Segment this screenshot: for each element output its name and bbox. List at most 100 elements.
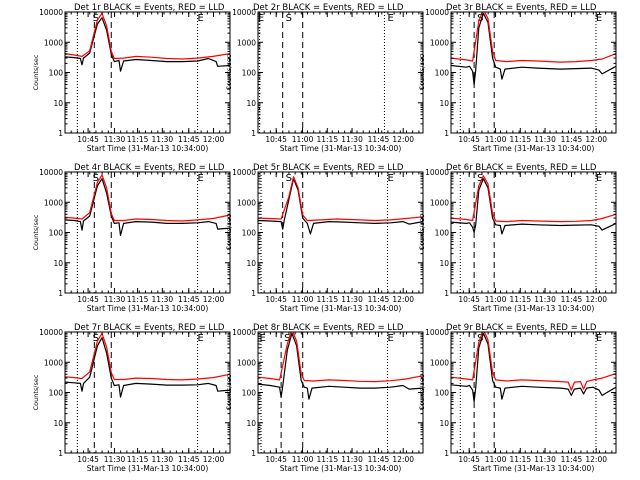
x-tick-label: 11:30 xyxy=(341,455,363,464)
x-tick-label: 11:00 xyxy=(292,455,314,464)
marker-label: S xyxy=(93,333,99,344)
y-tick-label: 10000 xyxy=(232,168,256,177)
series-events-line xyxy=(65,337,230,398)
x-axis-label: Start Time (31-Mar-13 10:34:00) xyxy=(87,304,209,313)
marker-label: S xyxy=(93,13,99,24)
series-events-line xyxy=(65,178,230,236)
marker-label: E xyxy=(198,173,204,184)
y-tick-label: 100 xyxy=(49,389,64,398)
y-tick-label: 10 xyxy=(246,99,256,108)
x-tick-label: 11:15 xyxy=(316,455,338,464)
x-tick-label: 11:45 xyxy=(561,135,583,144)
y-tick-label: 1 xyxy=(444,129,449,138)
marker-label: E xyxy=(258,13,264,24)
panel-title: Det 5r BLACK = Events, RED = LLD xyxy=(253,163,404,173)
marker-label: E xyxy=(596,173,602,184)
y-axis-label: Counts/sec xyxy=(32,214,40,250)
x-tick-label: 11:15 xyxy=(509,295,531,304)
x-tick-label: 10:45 xyxy=(77,295,99,304)
marker-label: E xyxy=(596,13,602,24)
plot-frame xyxy=(257,331,424,454)
x-tick-label: 11:15 xyxy=(509,455,531,464)
x-tick-label: 11:30 xyxy=(534,455,556,464)
series-group xyxy=(258,332,423,400)
x-tick-label: 11:15 xyxy=(509,135,531,144)
panel-title: Det 1r BLACK = Events, RED = LLD xyxy=(74,3,225,13)
y-axis-label: Counts/sec xyxy=(418,214,426,250)
x-tick-label: 10:45 xyxy=(458,455,480,464)
x-tick-label: 12:00 xyxy=(392,135,414,144)
marker-label: S xyxy=(93,173,99,184)
panel-title: Det 9r BLACK = Events, RED = LLD xyxy=(446,323,597,333)
series-lld-line xyxy=(258,176,423,222)
marker-label: E xyxy=(198,333,204,344)
plot-frame xyxy=(64,171,231,294)
series-lld-line xyxy=(451,12,616,63)
x-tick-label: 11:30 xyxy=(104,135,126,144)
x-tick-label: 12:00 xyxy=(585,295,607,304)
series-lld-line xyxy=(258,332,423,383)
y-axis-label: Counts/sec xyxy=(32,54,40,90)
y-tick-label: 10000 xyxy=(232,328,256,337)
y-tick-label: 10 xyxy=(439,99,449,108)
x-tick-label: 12:00 xyxy=(392,295,414,304)
y-axis-label: Counts/sec xyxy=(225,214,233,250)
y-tick-label: 1000 xyxy=(44,198,63,207)
series-group xyxy=(451,175,616,235)
y-tick-label: 10 xyxy=(53,259,63,268)
y-axis-label: Counts/sec xyxy=(418,54,426,90)
y-axis-label: Counts/sec xyxy=(32,374,40,410)
x-axis-label: Start Time (31-Mar-13 10:34:00) xyxy=(280,464,402,473)
y-tick-label: 10000 xyxy=(425,168,449,177)
x-tick-label: 11:15 xyxy=(127,295,149,304)
x-tick-label: 11:45 xyxy=(561,455,583,464)
marker-label: E xyxy=(387,333,393,344)
panel-title: Det 3r BLACK = Events, RED = LLD xyxy=(446,3,597,13)
y-tick-label: 1 xyxy=(251,129,256,138)
series-lld-line xyxy=(65,174,230,222)
marker-label: S xyxy=(286,173,292,184)
y-tick-label: 10000 xyxy=(232,8,256,17)
marker-label: E xyxy=(596,333,602,344)
x-tick-label: 11:30 xyxy=(341,135,363,144)
y-tick-label: 1 xyxy=(58,449,63,458)
series-group xyxy=(451,332,616,403)
x-tick-label: 11:00 xyxy=(292,135,314,144)
x-tick-label: 11:30 xyxy=(152,295,174,304)
x-tick-label: 12:00 xyxy=(392,455,414,464)
y-tick-label: 100 xyxy=(242,69,257,78)
y-tick-label: 10 xyxy=(439,419,449,428)
series-lld-line xyxy=(451,332,616,391)
x-tick-label: 11:00 xyxy=(485,295,507,304)
y-tick-label: 1000 xyxy=(430,358,449,367)
marker-label: S xyxy=(284,333,290,344)
series-events-line xyxy=(258,178,423,235)
x-tick-label: 11:30 xyxy=(534,295,556,304)
marker-label: E xyxy=(198,13,204,24)
x-tick-label: 11:30 xyxy=(104,295,126,304)
panel-title: Det 2r BLACK = Events, RED = LLD xyxy=(253,3,404,13)
x-tick-label: 11:45 xyxy=(178,455,200,464)
y-tick-label: 1 xyxy=(444,289,449,298)
x-tick-label: 12:00 xyxy=(585,455,607,464)
panel-title: Det 4r BLACK = Events, RED = LLD xyxy=(74,163,225,173)
plot-frame xyxy=(64,331,231,454)
y-tick-label: 10000 xyxy=(39,328,63,337)
x-axis-label: Start Time (31-Mar-13 10:34:00) xyxy=(280,144,402,153)
y-tick-label: 10000 xyxy=(39,168,63,177)
x-axis-label: Start Time (31-Mar-13 10:34:00) xyxy=(473,304,595,313)
y-tick-label: 10 xyxy=(439,259,449,268)
y-tick-label: 1000 xyxy=(44,38,63,47)
x-axis-label: Start Time (31-Mar-13 10:34:00) xyxy=(87,464,209,473)
x-tick-label: 11:45 xyxy=(561,295,583,304)
marker-label: E xyxy=(259,333,265,344)
series-events-line xyxy=(258,332,423,400)
series-events-line xyxy=(451,178,616,235)
series-events-line xyxy=(451,332,616,403)
